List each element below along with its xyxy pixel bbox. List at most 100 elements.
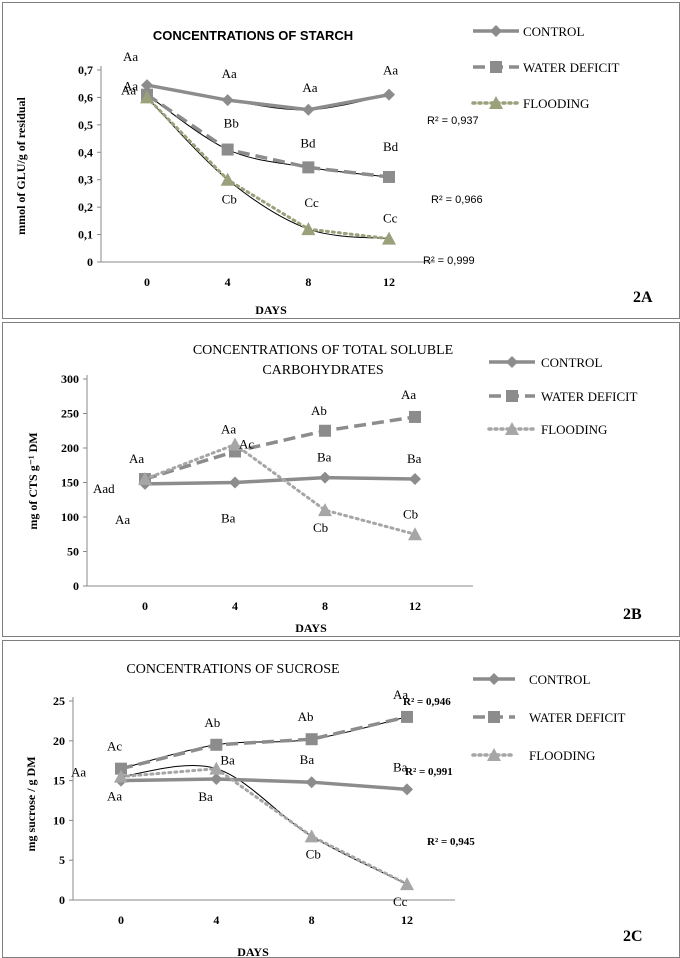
chart-title-line: CARBOHYDRATES bbox=[262, 363, 383, 378]
significance-label: Bb bbox=[224, 116, 239, 131]
y-tick-label: 0 bbox=[73, 579, 79, 593]
y-tick-label: 0 bbox=[87, 255, 93, 269]
r-squared-label: R² = 0,937 bbox=[427, 115, 479, 127]
data-point bbox=[210, 738, 223, 751]
y-tick-label: 15 bbox=[53, 774, 65, 788]
significance-label: Ba bbox=[220, 753, 235, 768]
data-point bbox=[141, 79, 153, 92]
significance-label: Aa bbox=[107, 789, 122, 804]
y-tick-label: 10 bbox=[53, 813, 65, 827]
y-tick-label: 200 bbox=[61, 441, 79, 455]
legend-entry: FLOODING bbox=[471, 96, 589, 111]
data-point bbox=[318, 503, 332, 517]
data-point bbox=[401, 710, 413, 723]
y-tick-label: 0,6 bbox=[78, 90, 93, 104]
data-point bbox=[209, 761, 224, 775]
legend-marker bbox=[506, 390, 518, 402]
y-tick-label: 25 bbox=[53, 694, 65, 708]
data-point bbox=[305, 733, 318, 746]
panel-label: 2B bbox=[623, 606, 642, 623]
series-line bbox=[119, 767, 409, 886]
trendline bbox=[120, 765, 408, 885]
significance-label: Cb bbox=[306, 846, 321, 861]
y-tick-label: 0,2 bbox=[78, 200, 93, 214]
legend-entry: CONTROL bbox=[489, 355, 602, 370]
y-tick-label: 0 bbox=[59, 893, 65, 907]
legend-marker bbox=[490, 61, 502, 73]
series-line bbox=[144, 415, 416, 481]
legend-label: CONTROL bbox=[523, 24, 584, 39]
data-point bbox=[220, 172, 235, 186]
significance-label: Ab bbox=[311, 403, 327, 418]
legend-label: WATER DEFICIT bbox=[541, 389, 637, 404]
carbohydrates-chart: CONCENTRATIONS OF TOTAL SOLUBLE CARBOHYDR… bbox=[26, 343, 642, 635]
x-axis-label: DAYS bbox=[255, 303, 287, 317]
significance-label: Ab bbox=[204, 715, 220, 730]
legend-entry: WATER DEFICIT bbox=[473, 710, 625, 725]
series-line bbox=[143, 442, 417, 536]
series-flooding bbox=[138, 437, 422, 541]
significance-label: Aa bbox=[383, 63, 398, 78]
significance-label: Ba bbox=[198, 789, 213, 804]
r-squared-label: R² = 0,991 bbox=[405, 766, 453, 778]
y-axis-label: mg sucrose / g DM bbox=[24, 756, 38, 851]
legend-marker bbox=[506, 356, 518, 368]
x-tick-label: 8 bbox=[322, 599, 328, 613]
significance-label: Aa bbox=[222, 66, 237, 81]
significance-label: Aa bbox=[221, 421, 236, 436]
x-tick-label: 12 bbox=[383, 275, 395, 289]
legend-entry: FLOODING bbox=[471, 748, 595, 763]
data-point bbox=[210, 773, 223, 786]
sucrose-chart: CONCENTRATIONS OF SUCROSE 0 5 10 15 20 25 0 4 8 12… bbox=[24, 662, 643, 957]
y-tick-label: 0,1 bbox=[78, 228, 93, 242]
legend-entry: CONTROL bbox=[473, 672, 590, 687]
x-tick-label: 4 bbox=[213, 913, 219, 927]
series-flooding bbox=[114, 761, 414, 891]
legend-label: WATER DEFICIT bbox=[523, 60, 619, 75]
legend-label: FLOODING bbox=[541, 422, 607, 437]
series-line bbox=[146, 93, 390, 179]
series-line bbox=[120, 715, 408, 771]
data-point bbox=[383, 88, 395, 101]
significance-label: Aad bbox=[93, 481, 115, 496]
significance-label: Aa bbox=[71, 765, 86, 780]
legend-label: CONTROL bbox=[541, 355, 602, 370]
panel-sucrose: CONCENTRATIONS OF SUCROSE 0 5 10 15 20 25 0 4 8 12… bbox=[2, 640, 680, 958]
x-tick-label: 0 bbox=[142, 599, 148, 613]
legend-marker bbox=[489, 96, 503, 109]
series-line bbox=[145, 95, 391, 241]
series-control bbox=[115, 773, 413, 796]
data-point bbox=[408, 527, 422, 541]
legend-label: CONTROL bbox=[529, 672, 590, 687]
legend-marker bbox=[488, 673, 500, 685]
series-water-deficit bbox=[139, 410, 421, 486]
significance-label: Cb bbox=[403, 506, 418, 521]
legend-marker bbox=[505, 422, 519, 435]
legend-entry: WATER DEFICIT bbox=[489, 389, 637, 404]
significance-label: Ac bbox=[239, 437, 254, 452]
r-squared-label: R² = 0,945 bbox=[427, 836, 475, 848]
data-point bbox=[301, 222, 316, 236]
series-line bbox=[144, 475, 416, 486]
significance-label: Ac bbox=[107, 739, 122, 754]
significance-label: Aa bbox=[121, 82, 136, 97]
data-point bbox=[409, 410, 421, 423]
series-water-deficit bbox=[141, 88, 395, 183]
series-flooding bbox=[140, 90, 396, 245]
data-point bbox=[138, 472, 152, 486]
y-tick-label: 150 bbox=[61, 476, 79, 490]
data-point bbox=[304, 829, 319, 843]
series-water-deficit bbox=[115, 710, 413, 775]
y-tick-label: 250 bbox=[61, 407, 79, 421]
data-point bbox=[305, 776, 318, 789]
significance-label: Cb bbox=[222, 192, 237, 207]
significance-label: Ba bbox=[407, 451, 422, 466]
significance-label: Aa bbox=[129, 451, 144, 466]
data-point bbox=[115, 762, 127, 775]
y-tick-label: 0,7 bbox=[78, 63, 93, 77]
y-tick-label: 100 bbox=[61, 510, 79, 524]
series-line bbox=[146, 83, 390, 112]
data-point bbox=[221, 143, 234, 156]
significance-label: Ba bbox=[393, 759, 408, 774]
x-tick-label: 0 bbox=[144, 275, 150, 289]
